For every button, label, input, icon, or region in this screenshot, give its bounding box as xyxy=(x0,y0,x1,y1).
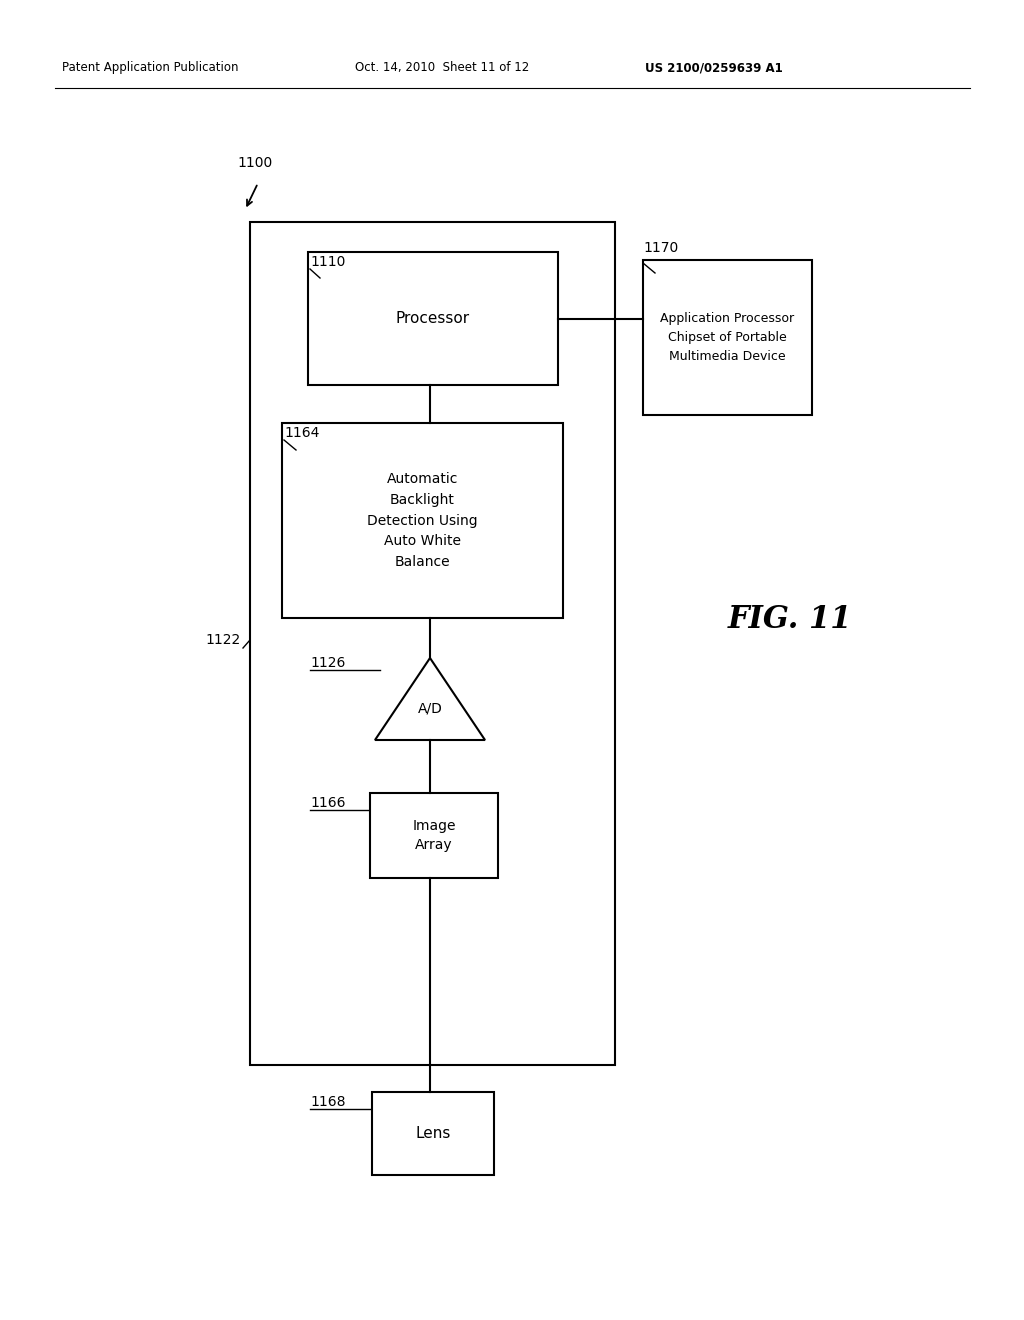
Bar xyxy=(250,222,615,1065)
Bar xyxy=(643,260,812,414)
Text: Patent Application Publication: Patent Application Publication xyxy=(62,62,239,74)
Bar xyxy=(372,1092,494,1175)
Polygon shape xyxy=(375,657,485,741)
Text: 1166: 1166 xyxy=(310,796,345,810)
Text: Oct. 14, 2010  Sheet 11 of 12: Oct. 14, 2010 Sheet 11 of 12 xyxy=(355,62,529,74)
Text: 1110: 1110 xyxy=(310,255,345,269)
Text: Lens: Lens xyxy=(416,1126,451,1140)
Text: 1168: 1168 xyxy=(310,1096,345,1109)
Text: Processor: Processor xyxy=(396,312,470,326)
Text: Application Processor
Chipset of Portable
Multimedia Device: Application Processor Chipset of Portabl… xyxy=(660,312,795,363)
Text: Image
Array: Image Array xyxy=(413,818,456,853)
Text: Automatic
Backlight
Detection Using
Auto White
Balance: Automatic Backlight Detection Using Auto… xyxy=(368,473,478,569)
Bar xyxy=(282,422,563,618)
Text: 1122: 1122 xyxy=(206,634,241,647)
Text: 1170: 1170 xyxy=(643,242,678,255)
Text: 1164: 1164 xyxy=(284,426,319,440)
Text: FIG. 11: FIG. 11 xyxy=(728,605,852,635)
Text: 1100: 1100 xyxy=(237,156,272,170)
Bar xyxy=(308,252,558,385)
Text: 1126: 1126 xyxy=(310,656,345,671)
Text: A/D: A/D xyxy=(418,702,442,715)
Text: US 2100/0259639 A1: US 2100/0259639 A1 xyxy=(645,62,782,74)
Bar xyxy=(370,793,498,878)
